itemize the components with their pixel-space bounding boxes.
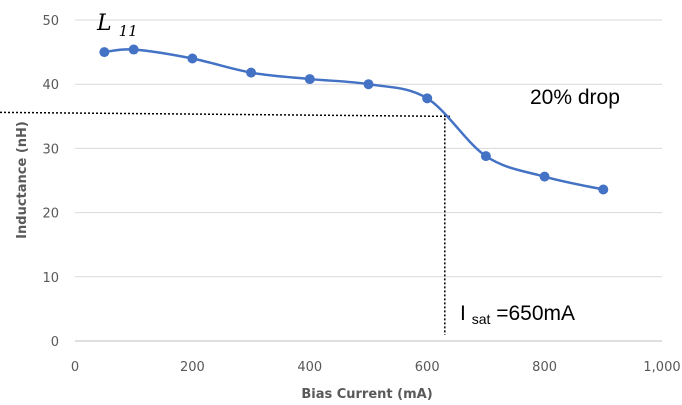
isat-label-main: I xyxy=(460,302,466,325)
gridlines xyxy=(75,19,662,342)
data-point-500 xyxy=(363,79,374,90)
series-label-main: L xyxy=(96,11,112,36)
x-tick-label: 1,000 xyxy=(643,360,680,375)
x-tick-label: 800 xyxy=(532,360,557,375)
data-point-400 xyxy=(304,74,315,85)
data-point-300 xyxy=(246,67,257,78)
data-point-600 xyxy=(422,93,433,104)
y-tick-label: 0 xyxy=(51,335,59,350)
data-point-900 xyxy=(598,184,609,195)
data-point-100 xyxy=(128,44,139,55)
x-tick-label: 400 xyxy=(297,360,322,375)
data-point-800 xyxy=(539,171,550,182)
y-axis-title: Inductance (nH) xyxy=(15,121,30,239)
x-tick-label: 200 xyxy=(180,360,205,375)
series-points xyxy=(99,44,609,195)
series-label: L 11 xyxy=(96,11,138,40)
y-tick-label: 10 xyxy=(42,271,59,286)
isat-label-sub: sat xyxy=(472,311,491,327)
isat-annotation: I sat =650mA xyxy=(460,302,575,329)
series-line-l11 xyxy=(104,48,604,191)
series-label-sub: 11 xyxy=(119,22,138,40)
data-point-200 xyxy=(187,53,198,64)
drop-annotation: 20% drop xyxy=(530,86,620,109)
y-tick-label: 20 xyxy=(42,207,59,222)
x-tick-label: 600 xyxy=(415,360,440,375)
y-tick-label: 40 xyxy=(42,78,59,93)
data-point-700 xyxy=(480,151,491,162)
x-axis-title: Bias Current (mA) xyxy=(301,387,432,402)
y-tick-label: 50 xyxy=(42,14,59,29)
x-axis-ticks: 0 200 400 600 800 1,000 xyxy=(71,360,681,375)
saturation-reference-lines xyxy=(0,111,451,335)
isat-label-rest: =650mA xyxy=(496,302,575,325)
y-tick-label: 30 xyxy=(42,142,59,157)
y-axis-ticks: 0 10 20 30 40 50 xyxy=(42,14,59,350)
data-point-50 xyxy=(99,47,110,58)
x-tick-label: 0 xyxy=(71,360,79,375)
drop-level-line xyxy=(0,111,451,118)
